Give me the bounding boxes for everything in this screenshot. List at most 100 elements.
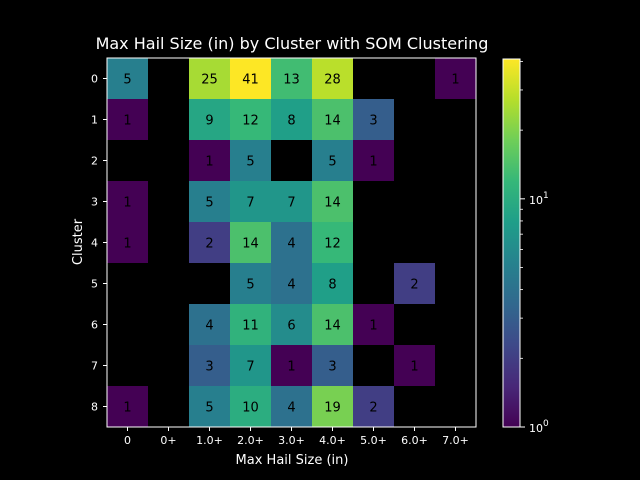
x-tick-label: 7.0+ <box>442 434 469 447</box>
x-tick-label: 4.0+ <box>319 434 346 447</box>
heatmap-cell <box>230 386 272 428</box>
x-tick-label: 0 <box>124 434 131 447</box>
heatmap-cell <box>189 222 231 264</box>
cell-value-label: 1 <box>123 401 131 416</box>
cell-value-label: 13 <box>283 73 300 88</box>
heatmap-cell <box>230 345 272 387</box>
cell-value-label: 8 <box>328 278 336 293</box>
cell-value-label: 5 <box>246 155 254 170</box>
heatmap-cell <box>353 181 395 223</box>
x-tick-label: 1.0+ <box>196 434 223 447</box>
heatmap-cell <box>230 58 272 100</box>
heatmap-cell <box>353 386 395 428</box>
y-tick-label: 3 <box>91 196 98 209</box>
heatmap-cell <box>230 99 272 141</box>
heatmap-cell <box>148 99 190 141</box>
heatmap-cell <box>271 386 313 428</box>
cell-value-label: 2 <box>369 401 377 416</box>
heatmap-cell <box>312 263 354 305</box>
heatmap-cell <box>353 99 395 141</box>
heatmap-cell <box>107 386 149 428</box>
cell-value-label: 4 <box>287 401 295 416</box>
heatmap-cell <box>271 99 313 141</box>
heatmap-cell <box>435 99 477 141</box>
heatmap-cell <box>394 386 436 428</box>
heatmap-cell <box>435 58 477 100</box>
cell-value-label: 11 <box>242 319 259 334</box>
heatmap-cell <box>312 386 354 428</box>
heatmap-cell <box>230 140 272 182</box>
heatmap-cell <box>353 304 395 346</box>
cell-value-label: 7 <box>246 360 254 375</box>
cell-value-label: 1 <box>123 237 131 252</box>
heatmap-cell <box>148 58 190 100</box>
cell-value-label: 3 <box>369 114 377 129</box>
colorbar-tick-label: 100 <box>529 419 549 435</box>
y-tick-label: 0 <box>91 73 98 86</box>
x-tick-label: 2.0+ <box>237 434 264 447</box>
cell-value-label: 1 <box>451 73 459 88</box>
y-axis-ticks: 0 1 2 3 4 5 6 7 8 <box>91 73 107 414</box>
heatmap-cell <box>271 263 313 305</box>
heatmap-cell <box>271 181 313 223</box>
heatmap-cell <box>189 386 231 428</box>
heatmap-cell <box>148 181 190 223</box>
heatmap-cell <box>435 181 477 223</box>
y-tick-label: 2 <box>91 155 98 168</box>
cell-value-label: 1 <box>287 360 295 375</box>
cell-value-label: 4 <box>287 237 295 252</box>
heatmap-cell <box>189 99 231 141</box>
heatmap-cell <box>353 263 395 305</box>
heatmap-cell <box>107 99 149 141</box>
heatmap-cell <box>271 222 313 264</box>
cell-value-label: 1 <box>123 196 131 211</box>
cell-value-label: 14 <box>242 237 259 252</box>
cell-value-label: 14 <box>324 114 341 129</box>
heatmap-cell <box>312 58 354 100</box>
cell-value-label: 1 <box>369 155 377 170</box>
cell-value-label: 25 <box>201 73 218 88</box>
cell-value-label: 1 <box>410 360 418 375</box>
x-axis-label: Max Hail Size (in) <box>236 453 349 468</box>
heatmap-cell <box>312 345 354 387</box>
cell-value-label: 2 <box>205 237 213 252</box>
y-tick-label: 8 <box>91 401 98 414</box>
cell-value-label: 1 <box>369 319 377 334</box>
heatmap-cell <box>394 263 436 305</box>
heatmap-cell <box>107 304 149 346</box>
heatmap-cell <box>435 386 477 428</box>
y-tick-label: 6 <box>91 319 98 332</box>
y-tick-label: 4 <box>91 237 98 250</box>
cell-value-label: 41 <box>242 73 259 88</box>
heatmap-cell <box>271 58 313 100</box>
heatmap-cell <box>148 386 190 428</box>
heatmap-cell <box>107 222 149 264</box>
x-tick-label: 3.0+ <box>278 434 305 447</box>
heatmap-cell <box>353 222 395 264</box>
x-tick-label: 5.0+ <box>360 434 387 447</box>
heatmap-cell <box>394 345 436 387</box>
cell-value-label: 5 <box>123 73 131 88</box>
heatmap-cell <box>230 181 272 223</box>
heatmap-cell <box>271 304 313 346</box>
heatmap-cell <box>271 345 313 387</box>
heatmap-cell <box>435 304 477 346</box>
heatmap-cell <box>230 304 272 346</box>
cell-value-label: 3 <box>205 360 213 375</box>
cell-value-label: 12 <box>324 237 341 252</box>
y-tick-label: 1 <box>91 114 98 127</box>
heatmap-cell <box>189 140 231 182</box>
heatmap-cell <box>394 99 436 141</box>
cell-value-label: 10 <box>242 401 259 416</box>
heatmap-cell <box>148 222 190 264</box>
heatmap-cell <box>353 58 395 100</box>
heatmap-cell <box>148 140 190 182</box>
heatmap-cell <box>435 222 477 264</box>
cell-value-label: 14 <box>324 319 341 334</box>
heatmap-cell <box>107 181 149 223</box>
cell-value-label: 4 <box>205 319 213 334</box>
cell-value-label: 6 <box>287 319 295 334</box>
colorbar-tick-label: 101 <box>529 191 549 207</box>
cell-value-label: 5 <box>246 278 254 293</box>
heatmap-cell <box>312 181 354 223</box>
